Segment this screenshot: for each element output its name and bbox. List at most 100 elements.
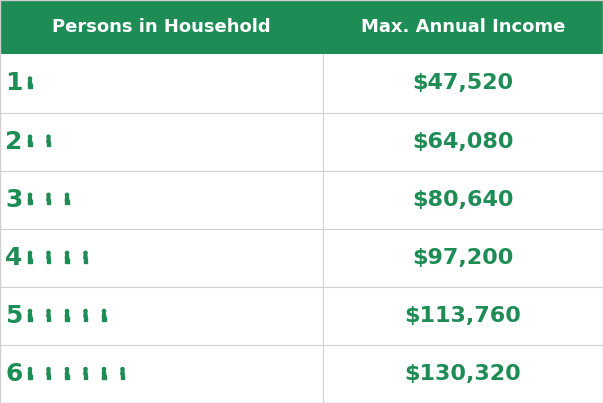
Text: Max. Annual Income: Max. Annual Income xyxy=(361,18,565,36)
Polygon shape xyxy=(47,371,50,375)
Circle shape xyxy=(47,193,50,196)
Polygon shape xyxy=(49,317,50,321)
Text: $64,080: $64,080 xyxy=(412,131,514,152)
Polygon shape xyxy=(86,259,87,263)
Polygon shape xyxy=(104,375,106,379)
Text: 6: 6 xyxy=(5,362,23,386)
Circle shape xyxy=(28,135,31,138)
Circle shape xyxy=(103,310,106,313)
Polygon shape xyxy=(28,255,32,259)
Text: Persons in Household: Persons in Household xyxy=(52,18,271,36)
Polygon shape xyxy=(28,142,30,146)
Circle shape xyxy=(28,310,31,313)
Circle shape xyxy=(84,368,87,371)
Polygon shape xyxy=(65,317,66,321)
Text: $130,320: $130,320 xyxy=(405,364,521,384)
Polygon shape xyxy=(121,375,122,379)
Bar xyxy=(0,345,603,403)
Polygon shape xyxy=(86,375,87,379)
Polygon shape xyxy=(123,375,124,379)
Circle shape xyxy=(28,368,31,371)
Polygon shape xyxy=(68,259,69,263)
Polygon shape xyxy=(65,259,66,263)
Polygon shape xyxy=(68,317,69,321)
Text: $47,520: $47,520 xyxy=(412,73,513,93)
Polygon shape xyxy=(30,142,32,146)
Polygon shape xyxy=(84,317,85,321)
Bar xyxy=(0,229,603,287)
Text: $80,640: $80,640 xyxy=(412,190,514,210)
Circle shape xyxy=(65,368,69,371)
Text: 5: 5 xyxy=(5,304,23,328)
Polygon shape xyxy=(28,317,30,321)
Polygon shape xyxy=(47,375,48,379)
Bar xyxy=(0,112,603,170)
Polygon shape xyxy=(28,84,30,88)
Circle shape xyxy=(65,251,69,255)
Text: 4: 4 xyxy=(5,246,23,270)
Polygon shape xyxy=(84,259,85,263)
Bar xyxy=(0,287,603,345)
Polygon shape xyxy=(30,200,32,204)
Polygon shape xyxy=(30,259,32,263)
Polygon shape xyxy=(103,371,106,375)
Polygon shape xyxy=(65,197,69,200)
Polygon shape xyxy=(28,371,32,375)
Polygon shape xyxy=(84,313,87,317)
Polygon shape xyxy=(47,142,48,146)
Circle shape xyxy=(47,368,50,371)
Circle shape xyxy=(103,368,106,371)
Polygon shape xyxy=(68,200,69,204)
Polygon shape xyxy=(28,313,32,317)
Bar xyxy=(0,0,603,54)
Polygon shape xyxy=(103,313,106,317)
Polygon shape xyxy=(28,139,32,142)
Circle shape xyxy=(47,135,50,138)
Polygon shape xyxy=(47,197,50,200)
Polygon shape xyxy=(47,317,48,321)
Text: 3: 3 xyxy=(5,188,23,212)
Polygon shape xyxy=(47,255,50,259)
Polygon shape xyxy=(84,255,87,259)
Polygon shape xyxy=(103,317,104,321)
Polygon shape xyxy=(30,375,32,379)
Polygon shape xyxy=(68,375,69,379)
Bar xyxy=(0,170,603,229)
Polygon shape xyxy=(49,142,50,146)
Polygon shape xyxy=(49,200,50,204)
Polygon shape xyxy=(65,371,69,375)
Polygon shape xyxy=(47,313,50,317)
Text: 1: 1 xyxy=(5,71,23,96)
Polygon shape xyxy=(86,317,87,321)
Polygon shape xyxy=(28,81,32,84)
Polygon shape xyxy=(104,317,106,321)
Polygon shape xyxy=(47,259,48,263)
Polygon shape xyxy=(47,139,50,142)
Polygon shape xyxy=(28,200,30,204)
Polygon shape xyxy=(121,371,124,375)
Circle shape xyxy=(28,251,31,255)
Bar xyxy=(0,54,603,112)
Circle shape xyxy=(47,251,50,255)
Circle shape xyxy=(28,193,31,196)
Polygon shape xyxy=(84,371,87,375)
Polygon shape xyxy=(49,259,50,263)
Polygon shape xyxy=(28,259,30,263)
Circle shape xyxy=(84,310,87,313)
Circle shape xyxy=(65,193,69,196)
Polygon shape xyxy=(28,375,30,379)
Text: $113,760: $113,760 xyxy=(405,306,521,326)
Polygon shape xyxy=(65,375,66,379)
Text: 2: 2 xyxy=(5,129,23,154)
Polygon shape xyxy=(84,375,85,379)
Circle shape xyxy=(65,310,69,313)
Polygon shape xyxy=(28,197,32,200)
Circle shape xyxy=(28,77,31,80)
Polygon shape xyxy=(65,255,69,259)
Polygon shape xyxy=(65,200,66,204)
Polygon shape xyxy=(30,317,32,321)
Text: $97,200: $97,200 xyxy=(412,248,514,268)
Circle shape xyxy=(121,368,124,371)
Polygon shape xyxy=(103,375,104,379)
Circle shape xyxy=(84,251,87,255)
